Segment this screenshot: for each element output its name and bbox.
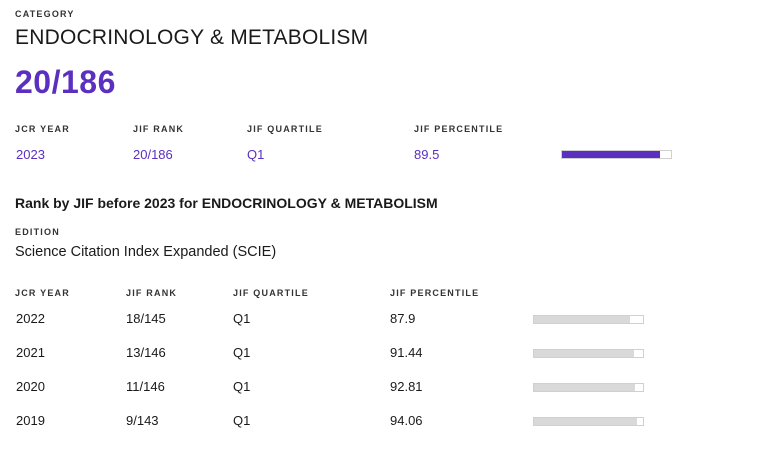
- cell-jif-quartile: Q1: [233, 413, 251, 428]
- cell-jcr-year: 2020: [16, 379, 45, 394]
- cell-jcr-year: 2021: [16, 345, 45, 360]
- header-jif-rank: JIF RANK: [133, 124, 185, 134]
- cell-jif-quartile: Q1: [233, 311, 251, 326]
- cell-jif-rank: 11/146: [126, 379, 165, 394]
- cell-jif-percentile: 94.06: [390, 413, 423, 428]
- percentile-bar-fill: [534, 384, 636, 391]
- category-rank: 20/186: [15, 64, 116, 100]
- percentile-bar-fill: [562, 151, 660, 158]
- cell-jcr-year: 2019: [16, 413, 45, 428]
- percentile-bar: [561, 150, 672, 159]
- percentile-bar: [533, 315, 644, 324]
- cell-jif-quartile: Q1: [233, 379, 251, 394]
- cell-jif-percentile: 89.5: [414, 147, 440, 162]
- percentile-bar-fill: [534, 316, 630, 323]
- percentile-bar: [533, 383, 644, 392]
- category-label: CATEGORY: [15, 9, 75, 19]
- cell-jif-rank: 13/146: [126, 345, 166, 360]
- cell-jif-rank: 18/145: [126, 311, 166, 326]
- header-jif-rank: JIF RANK: [126, 288, 178, 298]
- percentile-bar-fill: [534, 418, 637, 425]
- header-jif-quartile: JIF QUARTILE: [233, 288, 309, 298]
- header-jif-percentile: JIF PERCENTILE: [390, 288, 480, 298]
- category-name: ENDOCRINOLOGY & METABOLISM: [15, 26, 369, 49]
- cell-jif-percentile: 87.9: [390, 311, 416, 326]
- cell-jif-quartile: Q1: [247, 147, 265, 162]
- header-jcr-year: JCR YEAR: [15, 288, 70, 298]
- cell-jif-percentile: 91.44: [390, 345, 423, 360]
- cell-jif-rank: 9/143: [126, 413, 159, 428]
- cell-jcr-year: 2022: [16, 311, 45, 326]
- percentile-bar-fill: [534, 350, 634, 357]
- header-jcr-year: JCR YEAR: [15, 124, 70, 134]
- percentile-bar: [533, 349, 644, 358]
- percentile-bar: [533, 417, 644, 426]
- edition-value: Science Citation Index Expanded (SCIE): [15, 244, 277, 260]
- header-jif-percentile: JIF PERCENTILE: [414, 124, 504, 134]
- history-title: Rank by JIF before 2023 for ENDOCRINOLOG…: [15, 195, 438, 211]
- cell-jif-rank: 20/186: [133, 147, 173, 162]
- edition-label: EDITION: [15, 227, 60, 237]
- header-jif-quartile: JIF QUARTILE: [247, 124, 323, 134]
- cell-jif-quartile: Q1: [233, 345, 251, 360]
- cell-jif-percentile: 92.81: [390, 379, 423, 394]
- cell-jcr-year: 2023: [16, 147, 45, 162]
